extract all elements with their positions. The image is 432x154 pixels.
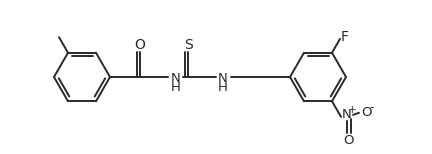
Text: S: S [184, 38, 192, 52]
Text: -: - [370, 101, 374, 114]
Text: O: O [134, 38, 146, 52]
Text: O: O [344, 134, 354, 147]
Text: O: O [361, 106, 371, 119]
Text: H: H [171, 81, 181, 93]
Text: N: N [171, 71, 181, 85]
Text: N: N [218, 71, 228, 85]
Text: N: N [342, 108, 352, 121]
Text: H: H [218, 81, 228, 93]
Text: +: + [348, 105, 356, 115]
Text: F: F [341, 30, 349, 44]
